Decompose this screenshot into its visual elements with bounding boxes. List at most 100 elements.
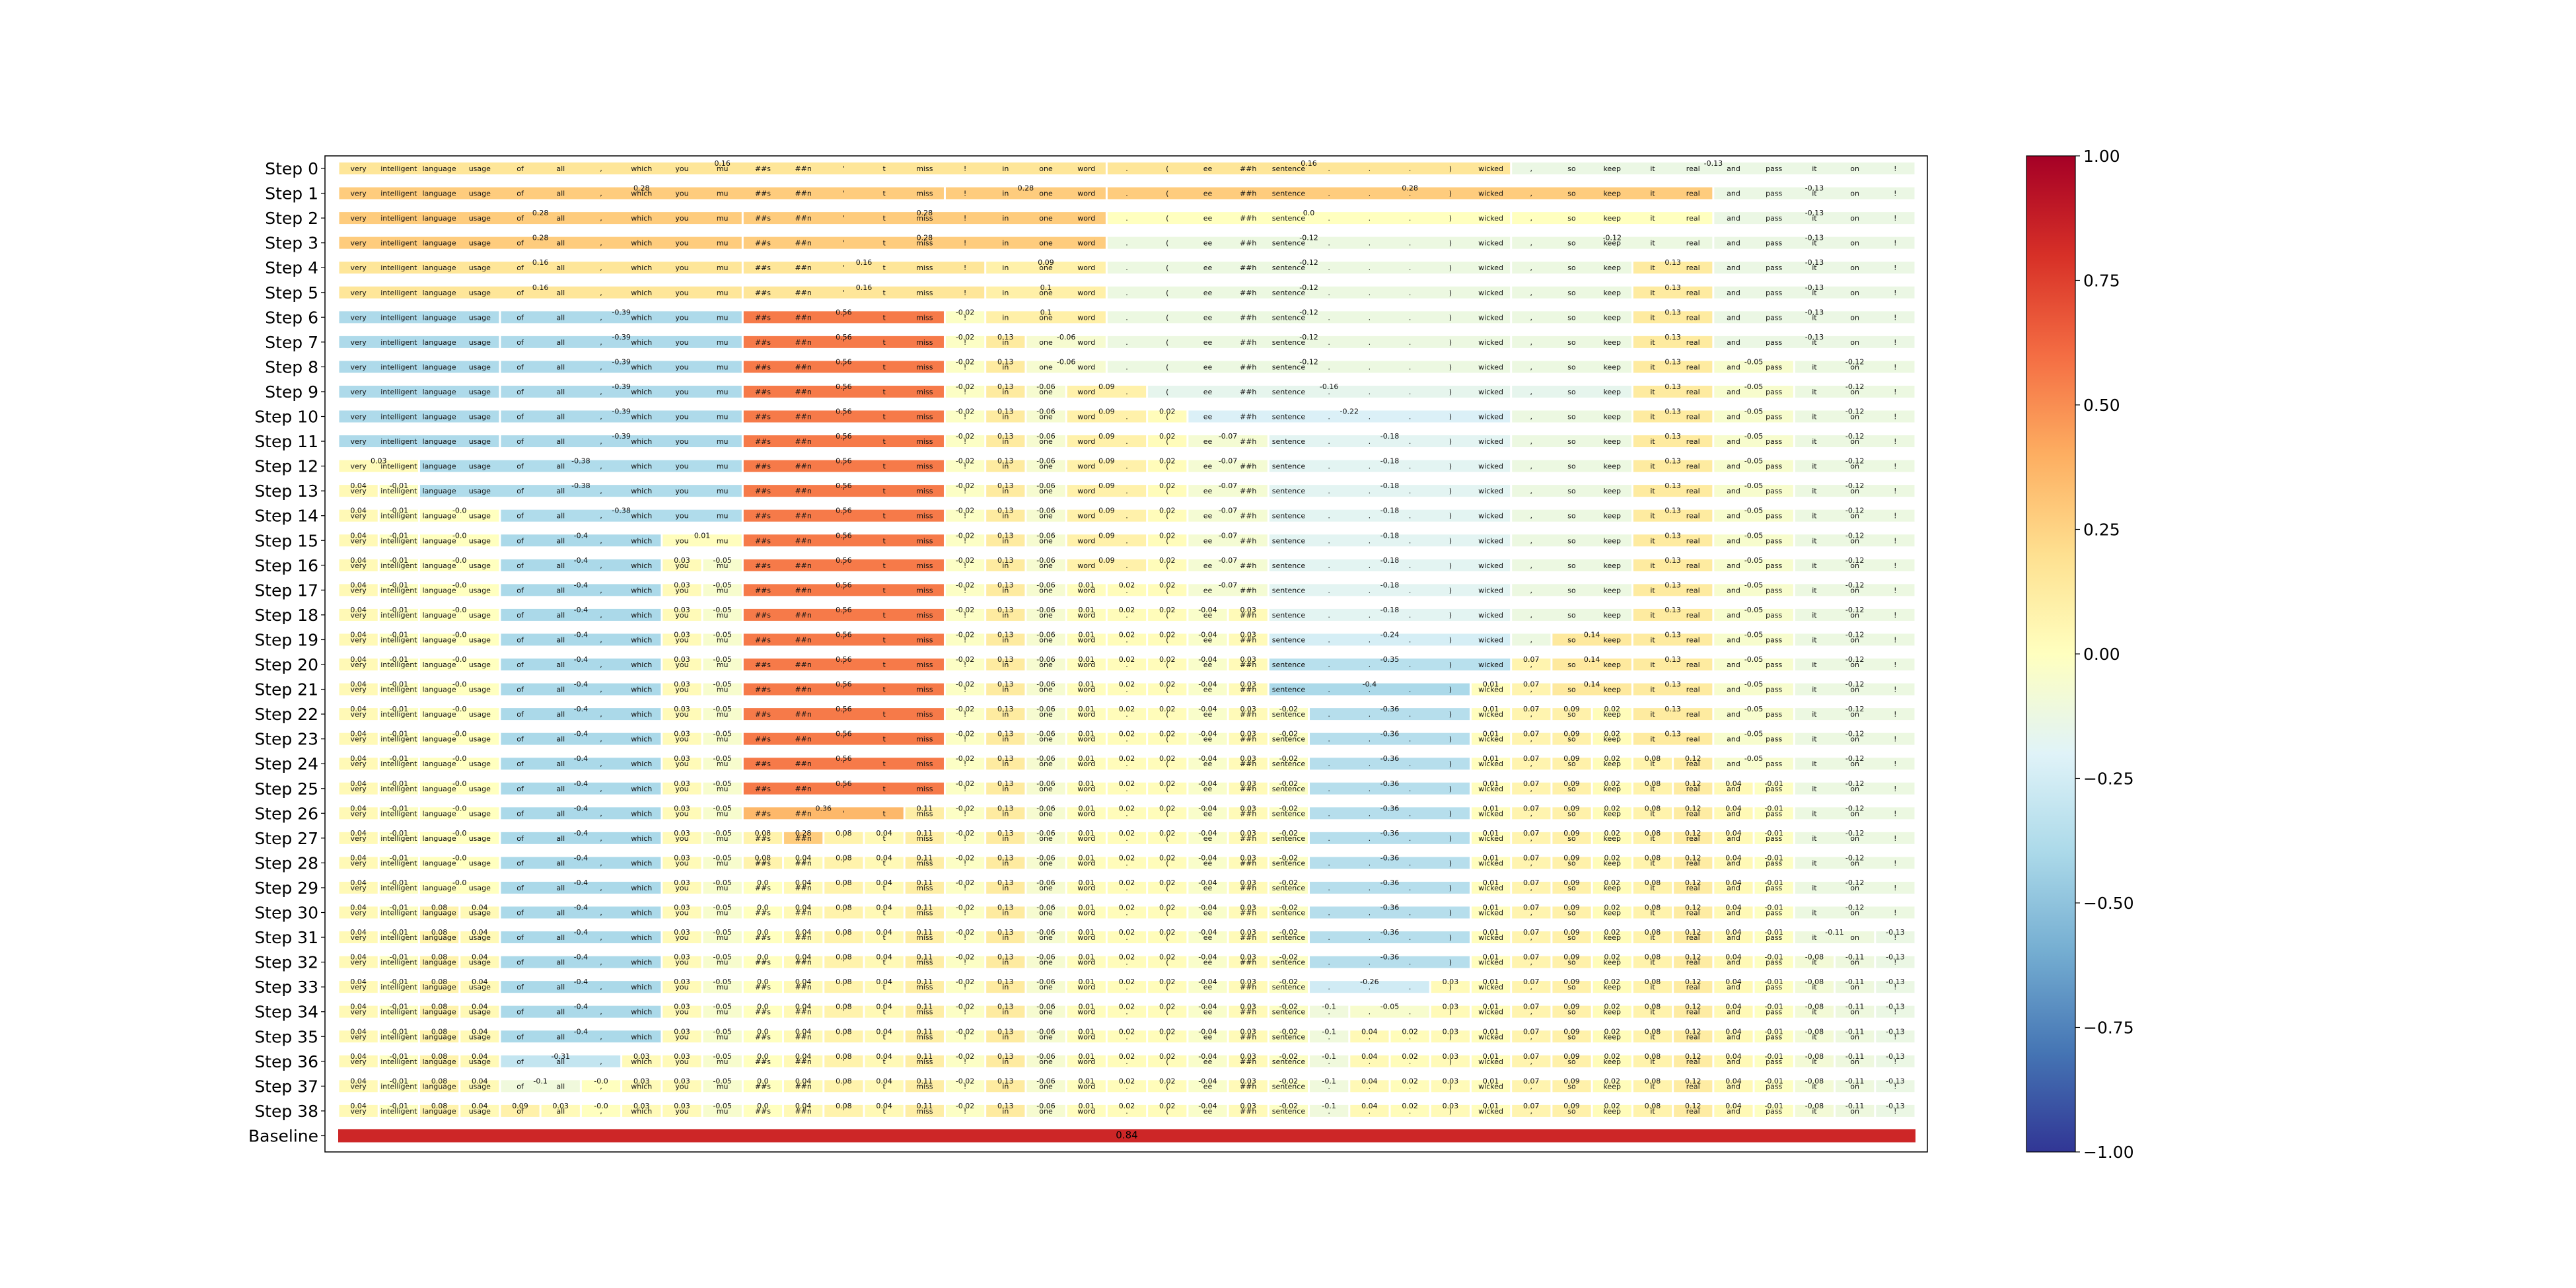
value-label: -0.1 bbox=[1322, 1077, 1336, 1085]
attribution-bar bbox=[1107, 659, 1147, 670]
attribution-bar bbox=[1795, 559, 1915, 571]
token-label: you bbox=[675, 338, 688, 347]
token-label: pass bbox=[1766, 512, 1782, 520]
value-label: -0.02 bbox=[956, 630, 974, 639]
token-label: usage bbox=[469, 338, 491, 347]
value-label: 0.13 bbox=[997, 382, 1014, 391]
value-label: -0.05 bbox=[1744, 705, 1763, 713]
token-label: keep bbox=[1604, 289, 1622, 297]
attribution-bar bbox=[1633, 1080, 1672, 1092]
value-label: -0.05 bbox=[1744, 630, 1763, 639]
token-label: usage bbox=[469, 884, 491, 892]
token-label: , bbox=[600, 239, 602, 248]
value-label: 0.56 bbox=[836, 333, 852, 341]
value-label: 0.08 bbox=[836, 1027, 852, 1036]
token-label: intelligent bbox=[380, 1032, 417, 1041]
attribution-bar bbox=[1107, 584, 1147, 596]
attribution-bar bbox=[419, 633, 499, 646]
token-label: ' bbox=[843, 239, 845, 248]
token-label: all bbox=[556, 760, 565, 768]
token-label: real bbox=[1686, 635, 1700, 644]
token-label: pass bbox=[1766, 859, 1782, 867]
value-label: 0.07 bbox=[1523, 1077, 1540, 1085]
value-label: 0.09 bbox=[1563, 1027, 1580, 1036]
token-label: . bbox=[1369, 710, 1371, 719]
value-label: 0.03 bbox=[674, 556, 690, 565]
token-label: ( bbox=[1166, 338, 1168, 347]
token-label: , bbox=[600, 164, 602, 173]
token-label: it bbox=[1650, 413, 1655, 421]
value-label: -0.04 bbox=[1198, 878, 1217, 887]
token-label: intelligent bbox=[380, 413, 417, 421]
token-label: miss bbox=[916, 686, 933, 694]
token-label: , bbox=[1530, 264, 1533, 272]
token-label: on bbox=[1850, 413, 1859, 421]
value-label: -0.02 bbox=[956, 754, 974, 763]
token-label: . bbox=[1369, 561, 1371, 570]
token-label: . bbox=[1409, 190, 1412, 198]
value-label: -0.05 bbox=[1744, 531, 1763, 540]
token-label: ##n bbox=[795, 1008, 811, 1017]
token-label: . bbox=[1126, 1032, 1128, 1041]
token-label: ee bbox=[1203, 1082, 1213, 1091]
step-label: Step 17 bbox=[254, 581, 318, 600]
token-label: . bbox=[1328, 710, 1330, 719]
token-label: it bbox=[1650, 487, 1655, 495]
token-label: sentence bbox=[1272, 1008, 1306, 1017]
token-label: intelligent bbox=[380, 859, 417, 867]
attribution-bar bbox=[1633, 509, 1713, 522]
attribution-bar bbox=[905, 931, 944, 944]
token-label: ee bbox=[1203, 164, 1213, 173]
attribution-bar bbox=[945, 336, 985, 348]
value-label: -0.06 bbox=[1036, 1003, 1055, 1011]
token-label: very bbox=[350, 561, 367, 570]
value-label: -0.05 bbox=[1744, 507, 1763, 515]
token-label: very bbox=[350, 190, 367, 198]
value-label: 0.03 bbox=[674, 1077, 690, 1085]
value-label: 0.03 bbox=[1240, 680, 1256, 689]
colorbar-tick-label: −0.50 bbox=[2083, 894, 2134, 913]
token-label: . bbox=[1369, 735, 1371, 744]
attribution-bar bbox=[419, 857, 499, 869]
token-label: on bbox=[1850, 1032, 1859, 1041]
step-label: Step 32 bbox=[254, 953, 318, 972]
token-label: language bbox=[422, 661, 456, 669]
attribution-bar bbox=[1592, 981, 1631, 993]
value-label: -0.4 bbox=[574, 705, 588, 713]
token-label: ( bbox=[1166, 214, 1168, 223]
value-label: 0.13 bbox=[997, 432, 1014, 441]
token-label: ! bbox=[964, 933, 966, 942]
attribution-bar bbox=[1026, 708, 1065, 721]
token-label: it bbox=[1812, 363, 1817, 371]
attribution-bar bbox=[1471, 832, 1511, 844]
value-label: -0.04 bbox=[1198, 655, 1217, 664]
token-label: ee bbox=[1203, 983, 1213, 991]
attribution-bar bbox=[1471, 906, 1511, 919]
value-label: 0.56 bbox=[836, 408, 852, 416]
token-label: which bbox=[631, 536, 652, 545]
token-label: on bbox=[1850, 487, 1859, 495]
value-label: -0.13 bbox=[1886, 1003, 1904, 1011]
token-label: it bbox=[1650, 983, 1655, 991]
attribution-bar bbox=[1714, 683, 1793, 696]
token-label: usage bbox=[469, 190, 491, 198]
token-label: mu bbox=[717, 1082, 729, 1091]
value-label: 0.08 bbox=[836, 853, 852, 862]
attribution-bar bbox=[945, 708, 985, 721]
value-label: 0.13 bbox=[997, 482, 1014, 490]
token-label: one bbox=[1039, 388, 1053, 396]
token-label: . bbox=[1369, 760, 1371, 768]
token-label: ##s bbox=[755, 512, 771, 520]
value-label: -0.01 bbox=[1764, 853, 1783, 862]
attribution-bar bbox=[784, 881, 823, 894]
token-label: language bbox=[422, 239, 456, 248]
token-label: ) bbox=[1449, 512, 1452, 520]
attribution-bar bbox=[379, 608, 418, 621]
value-label: 0.04 bbox=[795, 1102, 812, 1110]
attribution-bar bbox=[945, 608, 985, 621]
token-label: ( bbox=[1166, 834, 1168, 843]
token-label: usage bbox=[469, 388, 491, 396]
value-label: -0.18 bbox=[1380, 482, 1399, 490]
value-label: 0.56 bbox=[836, 357, 852, 366]
